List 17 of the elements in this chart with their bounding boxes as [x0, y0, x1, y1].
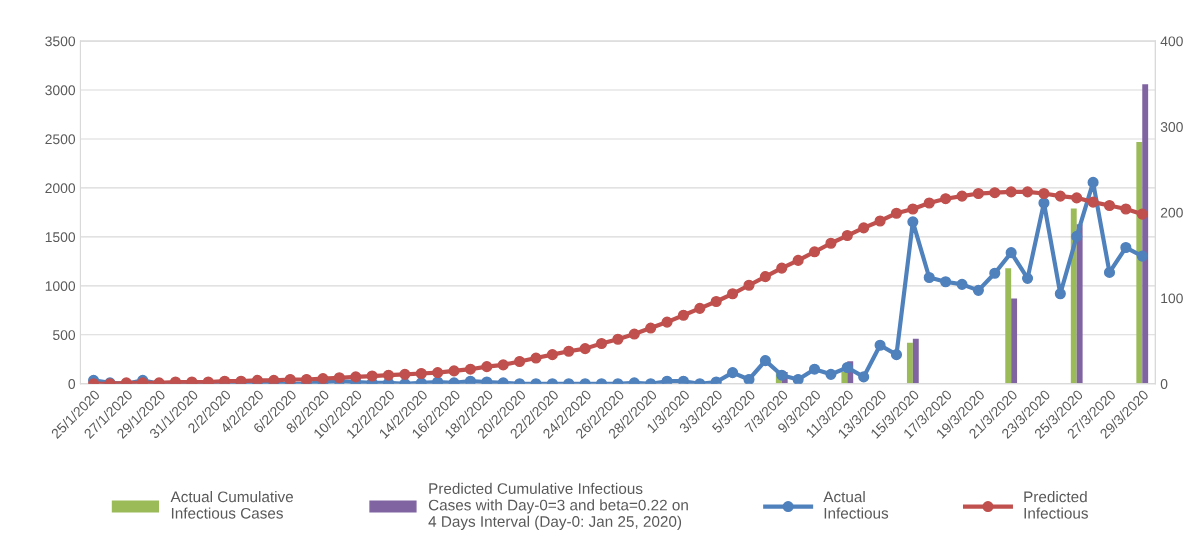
y2-tick-label: 200 — [1160, 207, 1183, 218]
y-tick-label: 2000 — [45, 183, 76, 194]
y-tick-label: 1500 — [45, 232, 76, 243]
y2-tick-label: 300 — [1160, 122, 1183, 132]
legend-label: Predicted Infectious — [1024, 491, 1088, 519]
y-tick-label: 3500 — [45, 36, 76, 47]
y-tick-label: 3000 — [45, 85, 76, 96]
legend-label: Actual Cumulative Infectious Cases — [170, 491, 293, 519]
y2-tick-label: 0 — [1160, 379, 1168, 389]
y-tick-label: 500 — [52, 330, 76, 340]
y-tick-label: 2500 — [45, 134, 76, 145]
legend-label: Predicted Cumulative Infectious Cases with Day-0=3 and beta=0.22 on 4 Days Interval (Day-0: Jan 25, 2020) — [428, 482, 688, 530]
y-tick-label: 1000 — [45, 281, 76, 292]
y-tick-label: 0 — [68, 379, 76, 389]
y2-tick-label: 400 — [1160, 36, 1183, 47]
y2-tick-label: 100 — [1161, 293, 1183, 304]
legend-label: Actual Infectious — [823, 491, 889, 519]
